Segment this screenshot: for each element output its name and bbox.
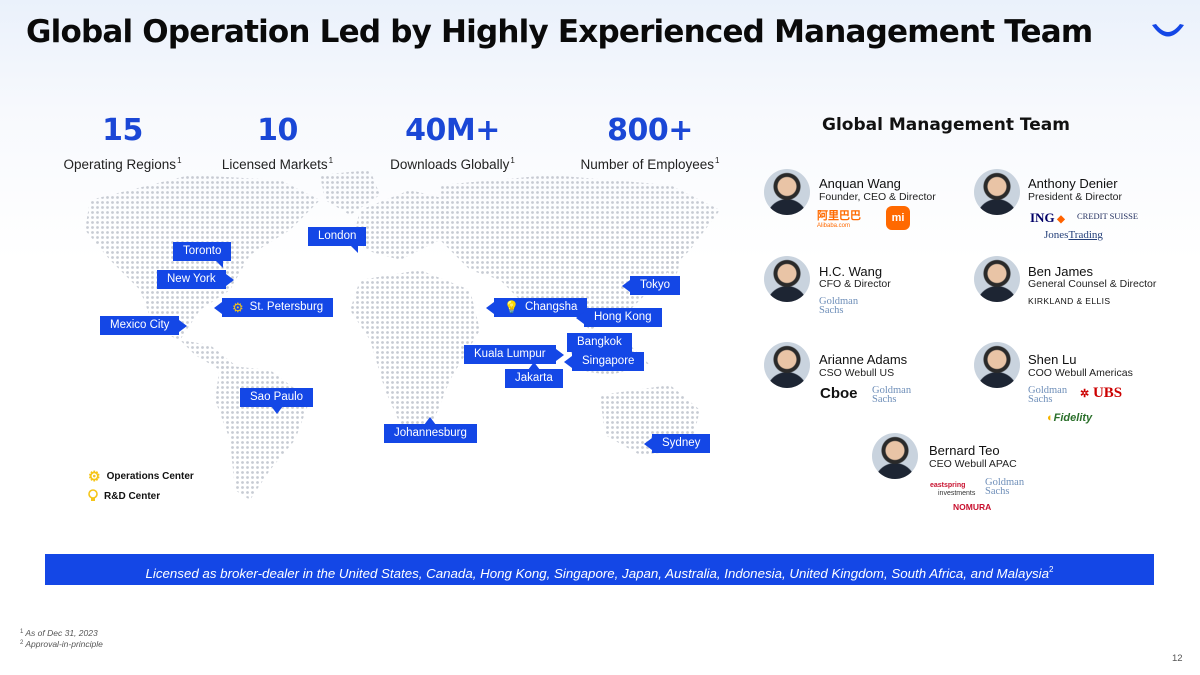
- avatar: [974, 342, 1020, 388]
- legend-operations-center: ⚙ Operations Center: [88, 468, 194, 484]
- jones-trading-logo: JonesTrading: [1044, 229, 1103, 241]
- avatar: [974, 256, 1020, 302]
- goldman-sachs-logo: Goldman Sachs: [872, 385, 912, 405]
- stat-employees: 800+ Number of Employees1: [570, 113, 730, 172]
- exec-role: CEO Webull APAC: [929, 458, 1017, 470]
- exec-role: CFO & Director: [819, 278, 891, 290]
- xiaomi-logo: mi: [886, 206, 910, 230]
- avatar: [764, 342, 810, 388]
- ing-logo: ING ◆: [1030, 210, 1065, 225]
- avatar: [974, 169, 1020, 215]
- city-label-sydney: Sydney: [644, 434, 711, 453]
- stat-label: Operating Regions1: [63, 156, 182, 172]
- exec-role: CSO Webull US: [819, 367, 895, 379]
- exec-name: Ben James: [1028, 264, 1094, 279]
- exec-role: COO Webull Americas: [1028, 367, 1133, 379]
- city-label-hong-kong: Hong Kong: [576, 308, 662, 327]
- kirkland-ellis-logo: KIRKLAND & ELLIS: [1028, 296, 1111, 306]
- city-label-johannesburg: Johannesburg: [384, 417, 477, 443]
- city-label-st-petersburg: ⚙ St. Petersburg: [214, 298, 334, 317]
- exec-role: Founder, CEO & Director: [819, 191, 936, 203]
- city-label-kuala-lumpur: Kuala Lumpur: [464, 345, 564, 364]
- legend-rnd-center: R&D Center: [88, 489, 160, 503]
- gear-icon: ⚙: [88, 468, 101, 484]
- avatar: [872, 433, 918, 479]
- goldman-sachs-logo: Goldman Sachs: [1028, 385, 1068, 405]
- stat-label: Licensed Markets1: [221, 156, 334, 172]
- city-label-jakarta: Jakarta: [505, 362, 563, 388]
- stat-downloads: 40M+ Downloads Globally1: [380, 113, 525, 172]
- city-label-changsha: 💡 Changsha: [486, 298, 588, 317]
- alibaba-logo: 阿里巴巴 Alibaba.com: [817, 210, 861, 229]
- goldman-sachs-logo: Goldman Sachs: [819, 296, 859, 316]
- banner-footnote-marker: 2: [1049, 565, 1054, 574]
- ubs-logo: ✲ UBS: [1080, 385, 1123, 401]
- goldman-sachs-logo: Goldman Sachs: [985, 477, 1025, 497]
- gear-icon: ⚙: [232, 300, 244, 315]
- fidelity-logo: ◐Fidelity: [1047, 412, 1093, 424]
- exec-role: President & Director: [1028, 191, 1122, 203]
- exec-name: H.C. Wang: [819, 264, 883, 279]
- avatar: [764, 169, 810, 215]
- city-label-singapore: Singapore: [564, 352, 645, 371]
- city-label-london: London: [308, 227, 367, 253]
- exec-name: Arianne Adams: [819, 352, 908, 367]
- stat-value: 40M+: [405, 113, 500, 148]
- footnote: 2 Approval-in-principle: [20, 639, 103, 649]
- webull-logo-icon: [1152, 24, 1184, 37]
- exec-name: Anthony Denier: [1028, 176, 1118, 191]
- nomura-logo: NOMURA: [953, 502, 992, 512]
- stat-operating-regions: 15 Operating Regions1: [50, 113, 195, 172]
- page-number: 12: [1172, 653, 1183, 664]
- stat-licensed-markets: 10 Licensed Markets1: [210, 113, 345, 172]
- stat-label: Number of Employees1: [580, 156, 720, 172]
- exec-name: Anquan Wang: [819, 176, 901, 191]
- city-label-mexico-city: Mexico City: [100, 316, 188, 335]
- city-label-sao-paulo: Sao Paulo: [240, 388, 314, 414]
- eastspring-logo: eastspring investments: [930, 482, 976, 497]
- avatar: [764, 256, 810, 302]
- stat-value: 15: [102, 113, 143, 148]
- world-map: [85, 170, 720, 500]
- footnote: 1 As of Dec 31, 2023: [20, 628, 98, 638]
- page-title: Global Operation Led by Highly Experienc…: [26, 14, 1093, 50]
- exec-name: Shen Lu: [1028, 352, 1077, 367]
- management-section-title: Global Management Team: [822, 115, 1070, 135]
- cboe-logo: Cboe: [820, 385, 858, 402]
- stat-value: 800+: [607, 113, 693, 148]
- exec-role: General Counsel & Director: [1028, 278, 1157, 290]
- city-label-new-york: New York: [157, 270, 234, 289]
- exec-name: Bernard Teo: [929, 443, 1000, 458]
- stat-value: 10: [257, 113, 298, 148]
- licensing-banner: Licensed as broker-dealer in the United …: [45, 554, 1154, 585]
- lightbulb-icon: [88, 489, 98, 501]
- lightbulb-icon: 💡: [504, 300, 519, 314]
- city-label-toronto: Toronto: [173, 242, 232, 268]
- city-label-tokyo: Tokyo: [622, 276, 681, 295]
- stat-label: Downloads Globally1: [390, 156, 515, 172]
- banner-text: Licensed as broker-dealer in the United …: [145, 566, 1050, 581]
- city-label-bangkok: Bangkok: [567, 333, 632, 359]
- credit-suisse-logo: CREDIT SUISSE: [1077, 211, 1139, 221]
